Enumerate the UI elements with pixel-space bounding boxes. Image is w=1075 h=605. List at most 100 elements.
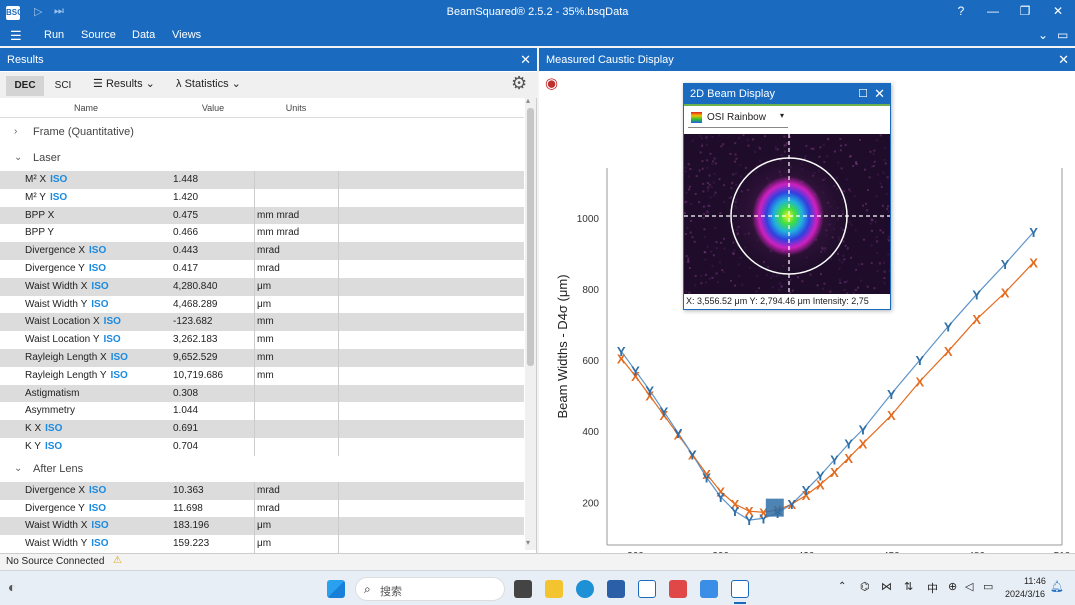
table-row[interactable]: Waist Location Y ISO 3,262.183 mm: [0, 331, 524, 349]
sci-toggle[interactable]: SCI: [54, 80, 72, 91]
chevron-down-icon[interactable]: ⌄: [14, 152, 23, 163]
notification-icon[interactable]: 🔔︎: [1050, 581, 1064, 593]
table-row[interactable]: BPP Y 0.466 mm mrad: [0, 224, 524, 243]
chevron-right-icon[interactable]: ›: [14, 126, 18, 137]
table-row[interactable]: BPP X 0.475 mm mrad: [0, 206, 524, 225]
taskbar-search[interactable]: ⌕ 搜索: [355, 577, 505, 601]
group-after_lens[interactable]: ⌄ After Lens: [0, 456, 524, 482]
iso-link[interactable]: ISO: [49, 191, 68, 203]
help-icon[interactable]: ?: [957, 4, 965, 18]
table-row[interactable]: Waist Width X ISO 183.196 μm: [0, 517, 524, 536]
task-view-icon[interactable]: [514, 580, 532, 598]
app-red-icon[interactable]: [669, 580, 687, 598]
step-icon[interactable]: ⏭: [54, 5, 64, 17]
table-row[interactable]: M² X ISO 1.448: [0, 171, 524, 189]
ime-indicator[interactable]: 中: [927, 583, 938, 595]
statistics-dropdown[interactable]: λ Statistics ⌄: [176, 78, 241, 90]
iso-link[interactable]: ISO: [91, 520, 109, 532]
beam-image[interactable]: [684, 134, 890, 294]
app-cloud-icon[interactable]: [700, 580, 718, 598]
beam-target-icon[interactable]: ◉: [545, 75, 559, 92]
tray-app3-icon[interactable]: ⇅: [904, 581, 914, 593]
data-point-x: X: [1001, 285, 1010, 300]
iso-link[interactable]: ISO: [50, 174, 68, 185]
results-dropdown[interactable]: ☰ Results ⌄: [93, 78, 155, 90]
volume-icon[interactable]: ◁: [965, 581, 974, 593]
battery-icon[interactable]: ▭: [983, 581, 994, 593]
chevron-down-icon[interactable]: ⌄: [14, 462, 23, 474]
table-row[interactable]: Divergence X ISO 0.443 mrad: [0, 242, 524, 260]
table-row[interactable]: K X ISO 0.691: [0, 420, 524, 438]
widgets-icon[interactable]: ◐: [8, 579, 17, 595]
iso-link[interactable]: ISO: [91, 298, 109, 310]
beamsquared-taskbar-icon[interactable]: [731, 580, 749, 598]
table-row[interactable]: Divergence Y ISO 0.417 mrad: [0, 259, 524, 278]
menu-data[interactable]: Data: [132, 29, 156, 41]
table-row[interactable]: Waist Width Y ISO 159.223 μm: [0, 535, 524, 553]
app-icon[interactable]: [638, 580, 656, 598]
store-icon[interactable]: [607, 580, 625, 598]
close-icon[interactable]: ✕: [1058, 52, 1069, 67]
run-icon[interactable]: ▷: [34, 6, 43, 18]
iso-link[interactable]: ISO: [89, 245, 107, 257]
tray-app-icon[interactable]: ⌬: [860, 581, 870, 593]
data-point-x: X: [731, 497, 740, 512]
menu-run[interactable]: Run: [44, 29, 65, 41]
gear-icon[interactable]: ⚙: [511, 73, 528, 93]
iso-link[interactable]: ISO: [88, 262, 107, 274]
column-value[interactable]: Value: [201, 103, 225, 113]
scroll-up-icon[interactable]: ▴: [526, 96, 531, 105]
panel-toggle-icon[interactable]: ▭: [1057, 28, 1069, 42]
table-row[interactable]: Rayleigh Length X ISO 9,652.529 mm: [0, 348, 524, 367]
minimize-button[interactable]: —: [987, 4, 999, 18]
dec-toggle[interactable]: DEC: [6, 76, 44, 96]
iso-link[interactable]: ISO: [103, 316, 121, 328]
iso-link[interactable]: ISO: [44, 440, 63, 452]
tray-chevron-icon[interactable]: ⌃: [838, 581, 847, 592]
file-explorer-icon[interactable]: [545, 580, 563, 598]
scrollbar-thumb[interactable]: [527, 108, 534, 366]
iso-link[interactable]: ISO: [88, 502, 107, 514]
close-button[interactable]: ✕: [1052, 4, 1064, 18]
menu-source[interactable]: Source: [81, 29, 116, 41]
maximize-icon[interactable]: ☐: [858, 88, 868, 100]
scroll-down-icon[interactable]: ▾: [526, 538, 531, 547]
table-row[interactable]: Asymmetry 1.044: [0, 402, 524, 421]
iso-link[interactable]: ISO: [103, 334, 121, 346]
close-icon[interactable]: ✕: [520, 52, 531, 67]
results-scrollbar[interactable]: ▴ ▾: [525, 96, 536, 550]
iso-link[interactable]: ISO: [91, 280, 109, 292]
table-row[interactable]: Divergence X ISO 10.363 mrad: [0, 481, 524, 500]
menu-views[interactable]: Views: [172, 29, 202, 41]
iso-link[interactable]: ISO: [89, 484, 107, 496]
table-row[interactable]: Waist Location X ISO -123.682 mm: [0, 313, 524, 332]
iso-link[interactable]: ISO: [91, 538, 109, 550]
table-row[interactable]: K Y ISO 0.704: [0, 437, 524, 456]
table-row[interactable]: Astigmatism 0.308: [0, 384, 524, 403]
start-icon[interactable]: [327, 580, 345, 598]
iso-link[interactable]: ISO: [45, 423, 63, 435]
table-row[interactable]: Divergence Y ISO 11.698 mrad: [0, 499, 524, 518]
table-row[interactable]: Waist Width X ISO 4,280.840 μm: [0, 277, 524, 296]
edge-icon[interactable]: [576, 580, 594, 598]
hamburger-menu-icon[interactable]: ☰: [10, 28, 22, 43]
palette-select[interactable]: OSI Rainbow ▾: [688, 108, 788, 128]
table-row[interactable]: M² Y ISO 1.420: [0, 188, 524, 207]
close-icon[interactable]: ✕: [874, 86, 885, 101]
clock-date[interactable]: 2024/3/16: [1005, 589, 1046, 599]
group-frame[interactable]: › Frame (Quantitative): [0, 119, 524, 145]
chevron-down-icon[interactable]: ⌄: [1038, 28, 1049, 42]
group-laser[interactable]: ⌄ Laser: [0, 145, 524, 171]
table-row[interactable]: Rayleigh Length Y ISO 10,719.686 mm: [0, 366, 524, 385]
iso-link[interactable]: ISO: [110, 351, 128, 363]
column-name[interactable]: Name: [73, 103, 98, 113]
data-point-y: Y: [887, 387, 896, 402]
search-placeholder: 搜索: [380, 586, 402, 598]
table-row[interactable]: Waist Width Y ISO 4,468.289 μm: [0, 295, 524, 314]
maximize-button[interactable]: ❐: [1019, 4, 1031, 18]
tray-app2-icon[interactable]: ⋈: [881, 581, 892, 593]
clock-time[interactable]: 11:46: [1024, 576, 1046, 586]
iso-link[interactable]: ISO: [110, 369, 128, 381]
column-units[interactable]: Units: [285, 103, 307, 113]
network-icon[interactable]: ⊕: [948, 581, 958, 593]
